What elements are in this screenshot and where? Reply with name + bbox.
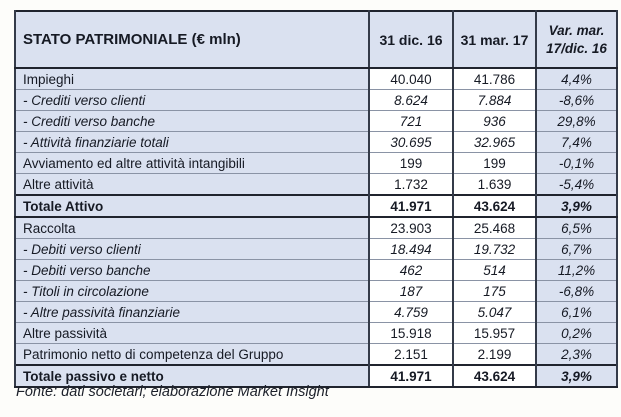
value-variation: 3,9% (535, 194, 618, 218)
value-variation: 11,2% (535, 259, 618, 281)
row-label: Raccolta (14, 216, 370, 239)
table-row: Raccolta 23.903 25.468 6,5% (14, 216, 618, 239)
value-prev: 462 (368, 259, 454, 281)
value-variation: -5,4% (535, 173, 618, 196)
value-variation: 4,4% (535, 67, 618, 90)
source-note: Fonte: dati societari; elaborazione Mark… (16, 384, 329, 400)
column-header-curr-date: 31 mar. 17 (452, 10, 537, 69)
value-prev: 15.918 (368, 322, 454, 344)
row-label: - Attività finanziarie totali (14, 131, 370, 153)
value-variation: 6,5% (535, 216, 618, 239)
value-curr: 43.624 (452, 194, 537, 218)
row-label: - Debiti verso clienti (14, 238, 370, 260)
table-row: - Crediti verso banche 721 936 29,8% (14, 110, 618, 132)
table-header-row: STATO PATRIMONIALE (€ mln) 31 dic. 16 31… (14, 10, 618, 69)
row-label: - Crediti verso banche (14, 110, 370, 132)
value-curr: 175 (452, 280, 537, 302)
value-curr: 199 (452, 152, 537, 174)
row-label: Altre attività (14, 173, 370, 196)
value-curr: 936 (452, 110, 537, 132)
value-variation: 6,7% (535, 238, 618, 260)
value-variation: 6,1% (535, 301, 618, 323)
value-curr: 25.468 (452, 216, 537, 239)
value-curr: 41.786 (452, 67, 537, 90)
value-prev: 8.624 (368, 89, 454, 111)
value-prev: 2.151 (368, 343, 454, 366)
row-label: Totale passivo e netto (14, 364, 370, 388)
table-row: - Debiti verso banche 462 514 11,2% (14, 259, 618, 281)
column-header-prev-date: 31 dic. 16 (368, 10, 454, 69)
value-curr: 5.047 (452, 301, 537, 323)
value-prev: 23.903 (368, 216, 454, 239)
value-prev: 199 (368, 152, 454, 174)
table-row: - Titoli in circolazione 187 175 -6,8% (14, 280, 618, 302)
row-label: - Titoli in circolazione (14, 280, 370, 302)
value-variation: -0,1% (535, 152, 618, 174)
row-label: Patrimonio netto di competenza del Grupp… (14, 343, 370, 366)
row-label: Avviamento ed altre attività intangibili (14, 152, 370, 174)
value-variation: -6,8% (535, 280, 618, 302)
row-label: - Debiti verso banche (14, 259, 370, 281)
value-curr: 1.639 (452, 173, 537, 196)
table-row: Avviamento ed altre attività intangibili… (14, 152, 618, 174)
row-label: - Altre passività finanziarie (14, 301, 370, 323)
value-prev: 41.971 (368, 194, 454, 218)
table-row: Altre passività 15.918 15.957 0,2% (14, 322, 618, 344)
value-variation: 0,2% (535, 322, 618, 344)
value-curr: 7.884 (452, 89, 537, 111)
table-row: - Attività finanziarie totali 30.695 32.96… (14, 131, 618, 153)
table-row: Patrimonio netto di competenza del Grupp… (14, 343, 618, 366)
row-label: Impieghi (14, 67, 370, 90)
row-label: - Crediti verso clienti (14, 89, 370, 111)
value-curr: 2.199 (452, 343, 537, 366)
value-curr: 32.965 (452, 131, 537, 153)
value-prev: 41.971 (368, 364, 454, 388)
table-row: - Crediti verso clienti 8.624 7.884 -8,6% (14, 89, 618, 111)
value-prev: 187 (368, 280, 454, 302)
value-prev: 40.040 (368, 67, 454, 90)
value-variation: -8,6% (535, 89, 618, 111)
balance-sheet-table: STATO PATRIMONIALE (€ mln) 31 dic. 16 31… (14, 10, 618, 388)
table-row: Altre attività 1.732 1.639 -5,4% (14, 173, 618, 196)
value-curr: 43.624 (452, 364, 537, 388)
value-prev: 18.494 (368, 238, 454, 260)
row-label: Totale Attivo (14, 194, 370, 218)
value-prev: 30.695 (368, 131, 454, 153)
column-header-variation: Var. mar. 17/dic. 16 (535, 10, 618, 69)
value-variation: 7,4% (535, 131, 618, 153)
table-row: Impieghi 40.040 41.786 4,4% (14, 67, 618, 90)
table-title: STATO PATRIMONIALE (€ mln) (14, 10, 370, 69)
value-curr: 19.732 (452, 238, 537, 260)
row-label: Altre passività (14, 322, 370, 344)
value-variation: 2,3% (535, 343, 618, 366)
table-row: Totale passivo e netto 41.971 43.624 3,9% (14, 364, 618, 388)
value-variation: 3,9% (535, 364, 618, 388)
value-curr: 15.957 (452, 322, 537, 344)
table-row: - Altre passività finanziarie 4.759 5.047 6… (14, 301, 618, 323)
table-row: - Debiti verso clienti 18.494 19.732 6,7% (14, 238, 618, 260)
value-prev: 4.759 (368, 301, 454, 323)
value-prev: 721 (368, 110, 454, 132)
table-row: Totale Attivo 41.971 43.624 3,9% (14, 194, 618, 218)
value-variation: 29,8% (535, 110, 618, 132)
value-curr: 514 (452, 259, 537, 281)
value-prev: 1.732 (368, 173, 454, 196)
